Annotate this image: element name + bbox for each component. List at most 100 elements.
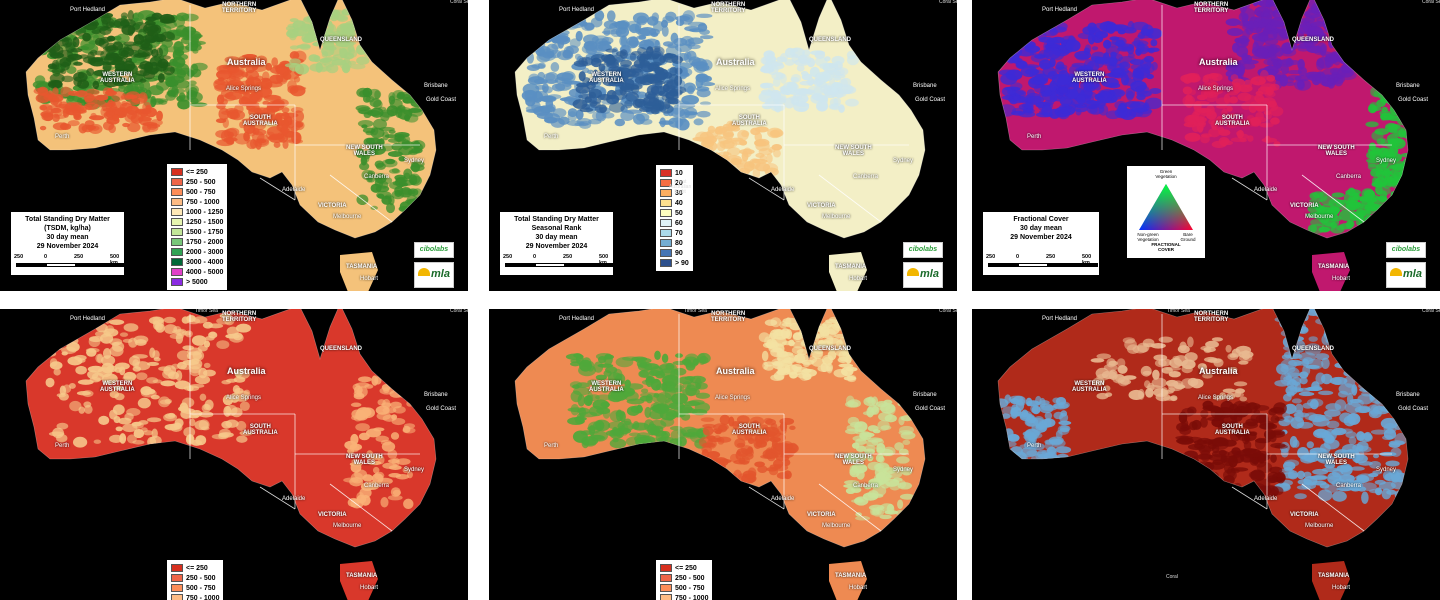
tasmania	[340, 561, 378, 600]
city-label-canberra: Canberra	[364, 174, 390, 180]
legend-swatch	[660, 564, 672, 572]
legend-item: 250 - 500	[660, 573, 708, 583]
city-label-perth: Perth	[55, 134, 70, 140]
sea-label-coral: Coral Sea	[450, 0, 468, 5]
legend-swatch	[171, 574, 183, 582]
legend-item: 1000 - 1250	[171, 207, 223, 217]
legend-label: 40	[675, 199, 683, 207]
city-label-canberra: Canberra	[853, 174, 879, 180]
legend-label: 250 - 500	[186, 574, 216, 582]
state-label-wa: WESTERN AUSTRALIA	[589, 72, 624, 84]
city-label-canberra: Canberra	[1336, 483, 1362, 489]
legend-item: 750 - 1000	[171, 197, 223, 207]
city-label-adelaide: Adelaide	[771, 496, 795, 502]
tasmania	[1312, 561, 1350, 600]
scale-label: 0	[44, 254, 48, 260]
scale-label: 250	[1046, 254, 1056, 260]
mla-logo: mla	[1386, 262, 1426, 288]
city-label-melbourne: Melbourne	[822, 214, 851, 220]
scale-label: 250	[503, 254, 513, 260]
triangle-label-bare: Bare Ground	[1180, 232, 1196, 242]
city-label-hobart: Hobart	[1332, 276, 1351, 282]
legend-label: > 5000	[186, 278, 208, 286]
legend-item: 2000 - 3000	[171, 247, 223, 257]
city-label-sydney: Sydney	[1376, 158, 1397, 164]
scale-label: 250	[74, 254, 84, 260]
legend-label: 1750 - 2000	[186, 238, 224, 246]
legend-swatch	[660, 594, 672, 600]
scale-segment	[1018, 263, 1048, 267]
legend-label: 250 - 500	[186, 178, 216, 186]
legend-item: 80	[660, 238, 689, 248]
state-label-tas: TASMANIA	[346, 573, 378, 579]
city-label-sydney: Sydney	[404, 158, 425, 164]
city-label-hobart: Hobart	[360, 276, 379, 282]
legend-item: 500 - 750	[660, 583, 708, 593]
legend-label: 4000 - 5000	[186, 268, 224, 276]
state-label-qld: QUEENSLAND	[809, 346, 852, 352]
scale-segment	[505, 263, 535, 267]
legend-swatch	[171, 278, 183, 286]
city-label-canberra: Canberra	[1336, 174, 1362, 180]
legend-label: 3000 - 4000	[186, 258, 224, 266]
legend-item: <= 250	[171, 563, 219, 573]
state-label-qld: QUEENSLAND	[1292, 37, 1335, 43]
state-label-tas: TASMANIA	[835, 264, 867, 270]
country-label: Australia	[1199, 57, 1238, 67]
state-label-tas: TASMANIA	[346, 264, 378, 270]
state-label-tas: TASMANIA	[1318, 264, 1350, 270]
scale-label: 0	[1016, 254, 1020, 260]
legend-item: 70	[660, 228, 689, 238]
scale-segment	[1048, 263, 1098, 267]
legend-label: 1500 - 1750	[186, 228, 224, 236]
state-label-sa: SOUTH AUSTRALIA	[732, 115, 767, 127]
city-label-canberra: Canberra	[364, 483, 390, 489]
map-title-line: 29 November 2024	[36, 243, 99, 250]
city-label-porthedland: Port Hedland	[1042, 7, 1078, 13]
tasmania	[829, 561, 867, 600]
legend-label: 750 - 1000	[675, 594, 709, 600]
scale-segment	[46, 263, 76, 267]
legend-item: 3000 - 4000	[171, 257, 223, 267]
map-title-line: Fractional Cover	[1013, 216, 1069, 223]
state-label-nt: NORTHERN TERRITORY	[1194, 2, 1229, 14]
map-title-line: (TSDM, kg/ha)	[44, 225, 91, 232]
australia-map-b1	[25, 309, 437, 600]
legend-label: 1250 - 1500	[186, 218, 224, 226]
city-label-goldcoast: Gold Coast	[1398, 97, 1429, 103]
legend-item: 60	[660, 218, 689, 228]
legend-swatch	[660, 584, 672, 592]
city-label-brisbane: Brisbane	[424, 83, 448, 89]
legend-swatch	[660, 189, 672, 197]
legend-item: 250 - 500	[171, 573, 219, 583]
city-label-brisbane: Brisbane	[913, 392, 937, 398]
map-title-line: Total Standing Dry Matter	[25, 216, 110, 223]
country-label: Australia	[716, 366, 755, 376]
state-label-nsw: NEW SOUTH WALES	[835, 145, 872, 157]
state-label-nsw: NEW SOUTH WALES	[346, 145, 383, 157]
map-panel-b3: Australia NORTHERN TERRITORY WESTERN AUSTR…	[972, 309, 1440, 600]
legend-swatch	[171, 198, 183, 206]
city-label-goldcoast: Gold Coast	[915, 406, 946, 412]
state-label-sa: SOUTH AUSTRALIA	[243, 115, 278, 127]
legend-item: 20	[660, 178, 689, 188]
city-label-hobart: Hobart	[1332, 585, 1351, 591]
legend-item: > 5000	[171, 277, 223, 287]
tasmania	[829, 252, 867, 291]
city-label-perth: Perth	[1027, 443, 1042, 449]
state-label-nt: NORTHERN TERRITORY	[711, 311, 746, 323]
city-label-brisbane: Brisbane	[424, 392, 448, 398]
state-label-qld: QUEENSLAND	[320, 346, 363, 352]
legend-swatch	[660, 249, 672, 257]
city-label-alicesprings: Alice Springs	[1198, 395, 1234, 401]
scale-label: 250	[563, 254, 573, 260]
legend-label: 250 - 500	[675, 574, 705, 582]
state-label-nt: NORTHERN TERRITORY	[222, 2, 257, 14]
city-label-goldcoast: Gold Coast	[426, 406, 457, 412]
state-label-vic: VICTORIA	[1290, 203, 1319, 209]
australia-map-b3	[997, 309, 1409, 600]
australia-map-rank	[514, 0, 926, 291]
country-label: Australia	[227, 57, 266, 67]
city-label-sydney: Sydney	[893, 158, 914, 164]
